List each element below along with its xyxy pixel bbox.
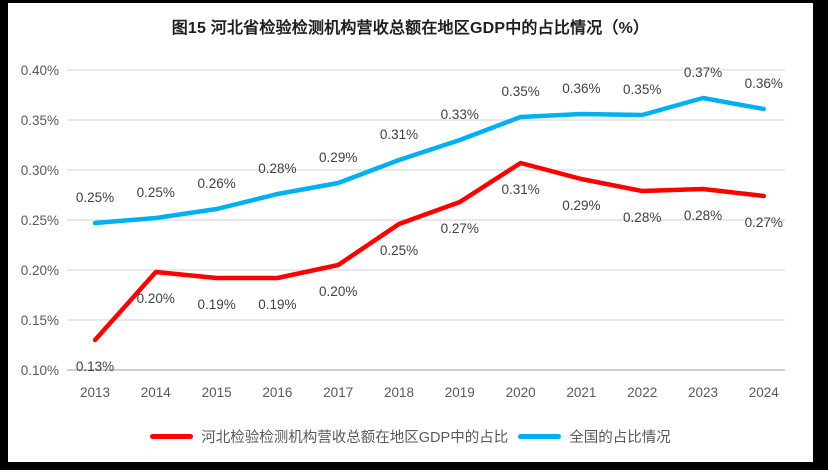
x-tick-label: 2014 xyxy=(141,385,172,400)
data-label: 0.31% xyxy=(380,127,418,142)
legend-label-national: 全国的占比情况 xyxy=(569,430,671,446)
data-label: 0.19% xyxy=(258,297,296,312)
data-label: 0.20% xyxy=(319,284,357,299)
x-tick-label: 2013 xyxy=(80,385,110,400)
data-label: 0.19% xyxy=(197,297,235,312)
chart-container: 0.40% 0.35% 0.30% 0.25% 0.20% 0.15% 0.10% 2013 2… xyxy=(8,3,813,462)
series-line-1 xyxy=(92,95,767,226)
data-label: 0.37% xyxy=(684,65,722,80)
y-tick-label: 0.10% xyxy=(21,363,59,378)
data-label: 0.28% xyxy=(258,161,296,176)
x-tick-label: 2017 xyxy=(323,385,353,400)
data-label: 0.35% xyxy=(501,84,539,99)
data-label: 0.26% xyxy=(197,176,235,191)
data-label: 0.25% xyxy=(137,185,175,200)
y-tick-label: 0.40% xyxy=(21,63,59,78)
data-label: 0.28% xyxy=(684,208,722,223)
chart-canvas: 0.40% 0.35% 0.30% 0.25% 0.20% 0.15% 0.10% 2013 2… xyxy=(21,63,785,400)
legend-line-red-icon xyxy=(150,434,194,439)
y-tick-label: 0.30% xyxy=(21,163,59,178)
data-label: 0.20% xyxy=(137,291,175,306)
data-label: 0.33% xyxy=(441,107,479,122)
x-tick-label: 2016 xyxy=(262,385,292,400)
data-label: 0.36% xyxy=(562,81,600,96)
x-tick-label: 2020 xyxy=(506,385,536,400)
x-tick-label: 2015 xyxy=(202,385,232,400)
data-label: 0.27% xyxy=(745,215,783,230)
y-tick-label: 0.25% xyxy=(21,213,59,228)
data-label: 0.27% xyxy=(441,221,479,236)
x-tick-label: 2024 xyxy=(749,385,780,400)
data-label: 0.36% xyxy=(745,76,783,91)
x-tick-label: 2018 xyxy=(384,385,414,400)
chart-title: 图15 河北省检验检测机构营收总额在地区GDP中的占比情况（%） xyxy=(171,20,650,37)
data-label: 0.25% xyxy=(76,190,114,205)
legend-line-blue-icon xyxy=(518,434,562,439)
data-label: 0.29% xyxy=(319,150,357,165)
data-label: 0.13% xyxy=(76,359,114,374)
series-line-0 xyxy=(92,160,767,343)
x-tick-label: 2023 xyxy=(688,385,718,400)
legend-label-hebei: 河北检验检测机构营收总额在地区GDP中的占比 xyxy=(201,430,509,446)
chart-legend: 河北检验检测机构营收总额在地区GDP中的占比 全国的占比情况 xyxy=(8,426,813,447)
x-tick-label: 2021 xyxy=(566,385,596,400)
data-label: 0.35% xyxy=(623,82,661,97)
data-label: 0.29% xyxy=(562,198,600,213)
data-label: 0.28% xyxy=(623,210,661,225)
data-label: 0.25% xyxy=(380,243,418,258)
x-tick-label: 2019 xyxy=(445,385,475,400)
legend-item-hebei: 河北检验检测机构营收总额在地区GDP中的占比 xyxy=(150,426,508,447)
legend-item-national: 全国的占比情况 xyxy=(518,426,671,447)
data-label: 0.31% xyxy=(501,182,539,197)
y-tick-label: 0.20% xyxy=(21,263,59,278)
y-tick-label: 0.35% xyxy=(21,113,59,128)
x-tick-label: 2022 xyxy=(627,385,657,400)
y-tick-label: 0.15% xyxy=(21,313,59,328)
